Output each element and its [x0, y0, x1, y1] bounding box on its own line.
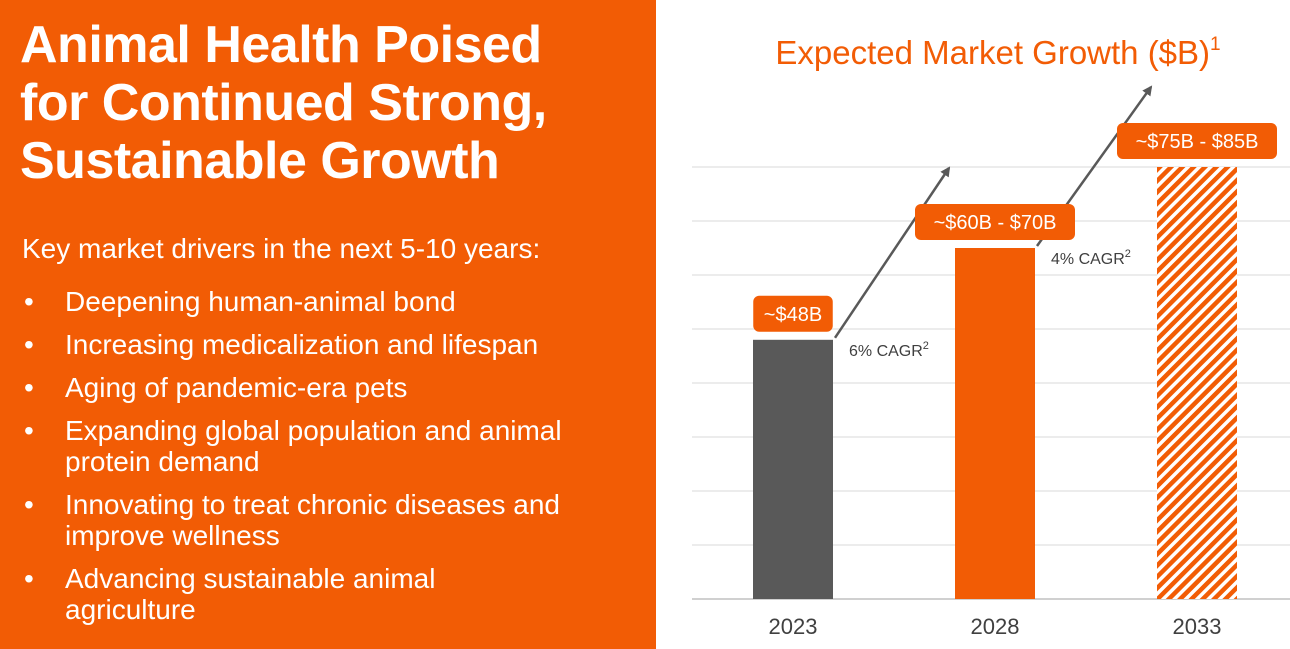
value-label: ~$60B - $70B	[934, 212, 1057, 234]
cagr-label: 6% CAGR2	[849, 340, 929, 360]
slide-title: Animal Health Poised for Continued Stron…	[20, 16, 547, 190]
chart-title-footnote: 1	[1210, 34, 1221, 55]
drivers-heading: Key market drivers in the next 5-10 year…	[22, 233, 541, 264]
slide-title-line: for Continued Strong,	[20, 74, 547, 132]
driver-line: Innovating to treat chronic diseases and	[65, 489, 560, 520]
driver-item: Innovating to treat chronic diseases and…	[20, 489, 562, 551]
value-labels: ~$48B ~$60B - $70B ~$75B - $85B	[753, 123, 1277, 332]
driver-line: Expanding global population and animal	[65, 415, 562, 446]
slide-title-line: Animal Health Poised	[20, 16, 542, 74]
driver-item: Advancing sustainable animal agriculture	[20, 563, 562, 625]
value-label-box	[1117, 123, 1277, 159]
value-label: ~$75B - $85B	[1136, 131, 1259, 153]
bar-2028	[955, 248, 1035, 599]
left-panel: Animal Health Poised for Continued Stron…	[0, 0, 656, 649]
driver-line: Aging of pandemic-era pets	[65, 372, 408, 403]
value-label: ~$48B	[764, 304, 822, 326]
x-tick-label: 2023	[769, 614, 818, 639]
slide-title-line: Sustainable Growth	[20, 132, 500, 190]
chart-title-text: Expected Market Growth ($B)	[775, 34, 1210, 71]
cagr-arrow	[833, 166, 951, 339]
value-label-box	[753, 295, 833, 332]
drivers-list: Deepening human-animal bond Increasing m…	[20, 286, 562, 637]
driver-line: Increasing medicalization and lifespan	[65, 329, 539, 360]
driver-item: Aging of pandemic-era pets	[20, 372, 562, 403]
driver-line: improve wellness	[65, 520, 280, 551]
x-tick-labels: 2023 2028 2033	[769, 614, 1222, 639]
driver-line: Deepening human-animal bond	[65, 286, 456, 317]
driver-item: Increasing medicalization and lifespan	[20, 329, 562, 360]
cagr-label: 4% CAGR2	[1051, 248, 1131, 268]
driver-line: Advancing sustainable animal	[65, 563, 436, 594]
driver-line: agriculture	[65, 594, 196, 625]
driver-line: protein demand	[65, 446, 260, 477]
driver-item: Expanding global population and animal p…	[20, 415, 562, 477]
driver-item: Deepening human-animal bond	[20, 286, 562, 317]
bar-2023	[753, 339, 833, 599]
x-tick-label: 2028	[971, 614, 1020, 639]
chart-title: Expected Market Growth ($B)1	[775, 34, 1220, 71]
bar-2033	[1157, 167, 1237, 599]
x-tick-label: 2033	[1173, 614, 1222, 639]
chart-bars	[753, 167, 1237, 599]
market-growth-chart: Expected Market Growth ($B)1 6% CAGR2 4% …	[692, 34, 1290, 639]
value-label-box	[915, 204, 1075, 240]
